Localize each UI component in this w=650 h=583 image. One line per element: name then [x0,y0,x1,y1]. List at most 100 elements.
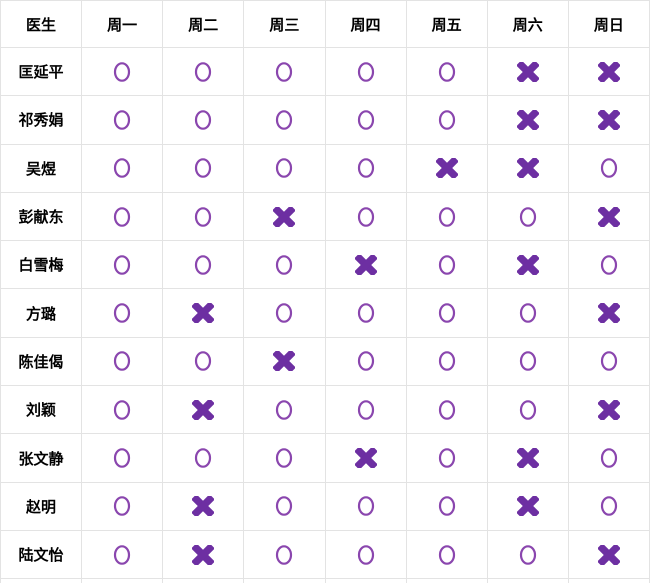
day-column-header: 周五 [405,0,488,48]
slot-available-cell[interactable] [81,336,164,387]
circle-outline-icon [519,399,536,420]
slot-unavailable-cell [567,529,650,580]
slot-available-cell[interactable] [243,46,326,97]
circle-outline-icon [357,351,374,372]
slot-available-cell[interactable] [405,95,488,145]
slot-available-cell[interactable] [324,288,407,338]
doctor-name-cell: 陆文怡 [0,529,83,580]
circle-outline-icon [357,496,374,517]
empty-cell [324,578,407,583]
slot-available-cell[interactable] [405,191,488,242]
doctor-name-cell: 赵明 [0,481,83,531]
day-column-header: 周日 [567,0,650,48]
slot-unavailable-cell [243,336,326,387]
slot-available-cell[interactable] [81,433,164,483]
empty-cell [243,578,326,583]
doctor-name-cell: 白雪梅 [0,240,83,290]
doctor-row: 陈佳偈 [0,336,650,387]
slot-available-cell[interactable] [162,336,245,387]
heavy-cross-icon [354,254,377,275]
slot-available-cell[interactable] [243,433,326,483]
slot-available-cell[interactable] [405,336,488,387]
heavy-cross-icon [516,254,539,275]
slot-available-cell[interactable] [324,95,407,145]
empty-cell [81,578,164,583]
slot-available-cell[interactable] [405,288,488,338]
slot-available-cell[interactable] [243,288,326,338]
slot-available-cell[interactable] [486,385,569,435]
slot-available-cell[interactable] [81,529,164,580]
circle-outline-icon [438,303,455,323]
slot-available-cell[interactable] [81,240,164,290]
slot-available-cell[interactable] [405,385,488,435]
slot-available-cell[interactable] [405,529,488,580]
slot-available-cell[interactable] [81,46,164,97]
slot-available-cell[interactable] [243,481,326,531]
slot-available-cell[interactable] [405,46,488,97]
slot-available-cell[interactable] [162,143,245,193]
slot-available-cell[interactable] [324,529,407,580]
slot-available-cell[interactable] [324,191,407,242]
heavy-cross-icon [516,109,539,130]
doctor-name-cell: 刘颖 [0,385,83,435]
slot-unavailable-cell [405,143,488,193]
slot-available-cell[interactable] [405,240,488,290]
slot-available-cell[interactable] [81,143,164,193]
slot-available-cell[interactable] [243,529,326,580]
slot-available-cell[interactable] [567,143,650,193]
slot-available-cell[interactable] [567,240,650,290]
circle-outline-icon [600,255,618,275]
slot-available-cell[interactable] [81,95,164,145]
slot-available-cell[interactable] [486,336,569,387]
slot-unavailable-cell [486,95,569,145]
slot-available-cell[interactable] [162,95,245,145]
slot-available-cell[interactable] [81,481,164,531]
slot-unavailable-cell [324,240,407,290]
circle-outline-icon [600,158,618,179]
slot-available-cell[interactable] [324,143,407,193]
slot-available-cell[interactable] [486,288,569,338]
circle-outline-icon [114,448,131,468]
doctor-row: 匡延平 [0,46,650,97]
slot-available-cell[interactable] [162,46,245,97]
slot-available-cell[interactable] [486,191,569,242]
doctor-name-cell: 匡延平 [0,46,83,97]
slot-available-cell[interactable] [243,385,326,435]
heavy-cross-icon [192,544,215,565]
doctor-row: 彭献东 [0,191,650,242]
slot-available-cell[interactable] [243,95,326,145]
slot-available-cell[interactable] [324,46,407,97]
slot-available-cell[interactable] [486,529,569,580]
circle-outline-icon [357,303,374,323]
schedule-body: 匡延平 祁秀娟 吴煜 彭献东 白雪梅 方璐 陈佳偈 刘颖 张文静 赵明 陆文怡 [0,46,650,583]
slot-unavailable-cell [486,240,569,290]
doctor-name-cell: 彭献东 [0,191,83,242]
slot-available-cell[interactable] [324,385,407,435]
slot-available-cell[interactable] [324,481,407,531]
slot-available-cell[interactable] [162,240,245,290]
heavy-cross-icon [192,303,215,324]
doctor-column-header: 医生 [0,0,83,48]
heavy-cross-icon [435,158,458,179]
slot-available-cell[interactable] [405,481,488,531]
slot-available-cell[interactable] [162,433,245,483]
slot-available-cell[interactable] [81,191,164,242]
slot-available-cell[interactable] [162,191,245,242]
slot-available-cell[interactable] [405,433,488,483]
doctor-row: 陆文怡 [0,529,650,580]
doctor-row: 吴煜 [0,143,650,193]
circle-outline-icon [357,544,374,565]
slot-available-cell[interactable] [567,433,650,483]
slot-available-cell[interactable] [567,336,650,387]
slot-available-cell[interactable] [324,336,407,387]
slot-available-cell[interactable] [81,385,164,435]
slot-available-cell[interactable] [243,143,326,193]
slot-available-cell[interactable] [81,288,164,338]
slot-available-cell[interactable] [567,481,650,531]
slot-available-cell[interactable] [243,240,326,290]
slot-unavailable-cell [243,191,326,242]
circle-outline-icon [276,496,293,517]
circle-outline-icon [276,303,293,323]
